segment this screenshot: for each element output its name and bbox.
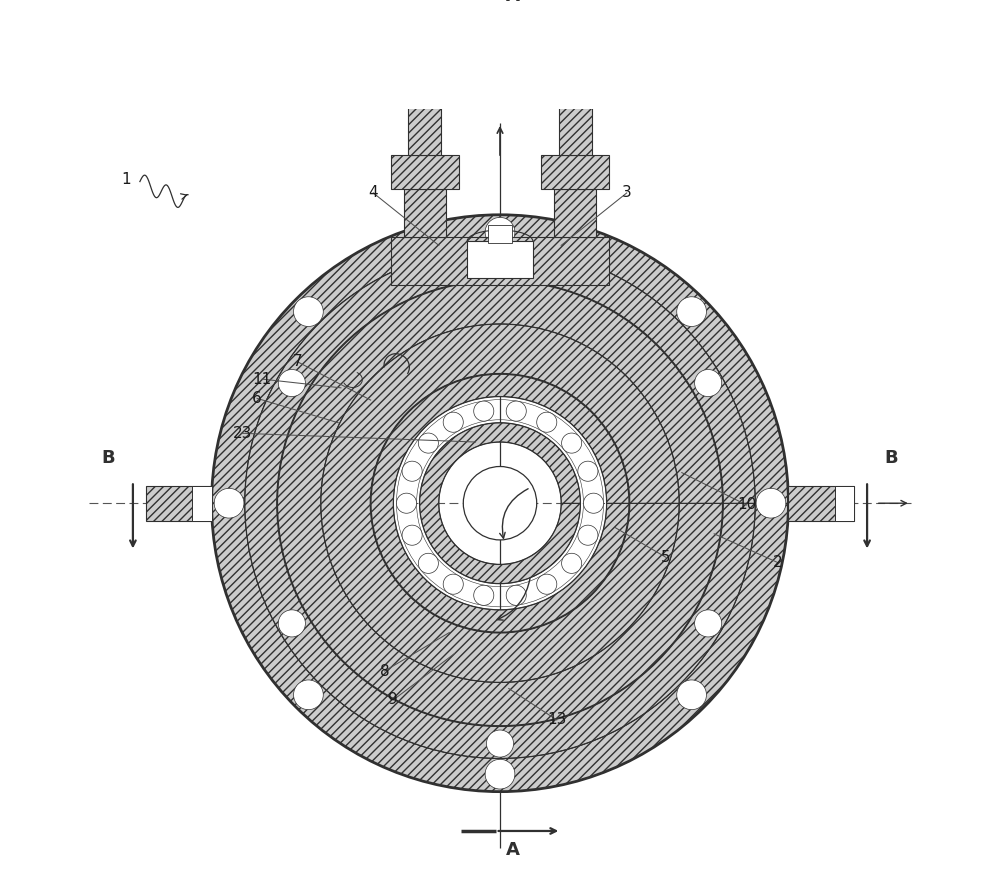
- Circle shape: [562, 553, 582, 573]
- Polygon shape: [371, 374, 629, 632]
- Bar: [146, 486, 212, 521]
- Text: 11: 11: [253, 372, 272, 387]
- Bar: [554, 188, 596, 237]
- Circle shape: [486, 730, 514, 757]
- Circle shape: [485, 760, 515, 789]
- Text: 6: 6: [252, 391, 262, 406]
- Circle shape: [486, 249, 514, 276]
- Bar: [788, 486, 854, 521]
- Circle shape: [418, 433, 438, 453]
- Circle shape: [418, 553, 438, 573]
- Circle shape: [677, 297, 706, 327]
- Text: 8: 8: [380, 664, 389, 679]
- Bar: [391, 155, 459, 188]
- Circle shape: [537, 412, 557, 432]
- Polygon shape: [420, 422, 580, 584]
- Circle shape: [485, 218, 515, 247]
- Bar: [404, 188, 446, 237]
- Text: 4: 4: [368, 186, 378, 200]
- Bar: [391, 237, 609, 285]
- Circle shape: [294, 680, 323, 710]
- Text: 1: 1: [121, 172, 131, 187]
- Text: B: B: [885, 449, 898, 467]
- Circle shape: [562, 433, 582, 453]
- Circle shape: [278, 610, 305, 637]
- Circle shape: [294, 297, 323, 327]
- Polygon shape: [277, 280, 723, 726]
- Polygon shape: [245, 248, 755, 759]
- Circle shape: [537, 574, 557, 594]
- Circle shape: [756, 489, 786, 518]
- Text: 13: 13: [547, 712, 566, 727]
- Circle shape: [578, 461, 598, 482]
- Text: 7: 7: [292, 354, 302, 369]
- Text: 10: 10: [737, 497, 756, 512]
- Text: B: B: [102, 449, 115, 467]
- Circle shape: [583, 493, 604, 513]
- Polygon shape: [321, 324, 679, 682]
- Circle shape: [506, 585, 526, 605]
- Circle shape: [463, 467, 537, 540]
- Text: 2: 2: [773, 555, 783, 571]
- Circle shape: [474, 585, 494, 605]
- Circle shape: [677, 680, 706, 710]
- Circle shape: [396, 493, 417, 513]
- Text: 5: 5: [661, 550, 671, 565]
- Bar: [488, 226, 512, 243]
- Bar: [467, 241, 533, 278]
- Circle shape: [443, 574, 463, 594]
- Text: 23: 23: [232, 426, 252, 441]
- Bar: [192, 486, 212, 521]
- Circle shape: [695, 610, 722, 637]
- Circle shape: [214, 489, 244, 518]
- Text: A: A: [506, 0, 520, 5]
- Circle shape: [695, 369, 722, 396]
- Circle shape: [578, 525, 598, 545]
- Polygon shape: [212, 215, 788, 792]
- Text: 9: 9: [388, 692, 398, 707]
- Circle shape: [474, 401, 494, 422]
- Circle shape: [506, 401, 526, 422]
- Circle shape: [402, 461, 422, 482]
- Bar: [835, 486, 854, 521]
- Circle shape: [402, 525, 422, 545]
- Text: 3: 3: [622, 186, 632, 200]
- Circle shape: [278, 369, 305, 396]
- Bar: [559, 42, 592, 155]
- Text: A: A: [506, 841, 520, 859]
- Circle shape: [443, 412, 463, 432]
- Bar: [408, 42, 441, 155]
- Bar: [541, 155, 609, 188]
